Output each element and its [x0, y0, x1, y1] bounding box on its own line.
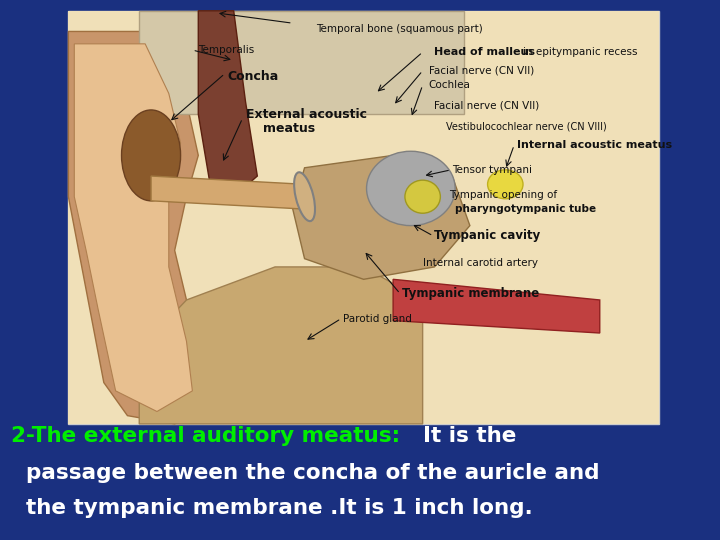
Text: pharyngotympanic tube: pharyngotympanic tube: [455, 204, 596, 214]
Text: Temporal bone (squamous part): Temporal bone (squamous part): [316, 24, 483, 35]
Text: External acoustic: External acoustic: [246, 107, 366, 120]
Ellipse shape: [294, 172, 315, 221]
PathPatch shape: [139, 267, 423, 424]
Text: in epitympanic recess: in epitympanic recess: [523, 47, 637, 57]
Ellipse shape: [366, 151, 455, 226]
Text: Facial nerve (CN VII): Facial nerve (CN VII): [434, 101, 540, 111]
Text: Parotid gland: Parotid gland: [343, 314, 412, 323]
Text: the tympanic membrane .It is 1 inch long.: the tympanic membrane .It is 1 inch long…: [11, 498, 533, 518]
Text: Facial nerve (CN VII): Facial nerve (CN VII): [428, 66, 534, 76]
PathPatch shape: [393, 279, 600, 333]
Text: Cochlea: Cochlea: [428, 80, 470, 90]
Text: Vestibulocochlear nerve (CN VIII): Vestibulocochlear nerve (CN VIII): [446, 122, 607, 131]
Text: 2-The external auditory meatus:: 2-The external auditory meatus:: [11, 426, 408, 446]
Text: meatus: meatus: [264, 122, 315, 135]
PathPatch shape: [151, 176, 305, 209]
Text: Tympanic cavity: Tympanic cavity: [434, 230, 541, 242]
Text: Concha: Concha: [228, 70, 279, 83]
Text: Head of malleus: Head of malleus: [434, 47, 536, 57]
Text: Temporalis: Temporalis: [198, 45, 255, 55]
Ellipse shape: [487, 170, 523, 199]
PathPatch shape: [293, 156, 470, 279]
Text: Tensor tympani: Tensor tympani: [452, 165, 532, 175]
Text: Tympanic opening of: Tympanic opening of: [449, 190, 557, 200]
Ellipse shape: [405, 180, 441, 213]
PathPatch shape: [74, 44, 192, 411]
Bar: [68, 11, 659, 424]
Text: It is the: It is the: [423, 426, 517, 446]
PathPatch shape: [198, 11, 257, 197]
Text: Tympanic membrane: Tympanic membrane: [402, 287, 539, 300]
Text: passage between the concha of the auricle and: passage between the concha of the auricl…: [11, 463, 599, 483]
Ellipse shape: [122, 110, 181, 201]
Bar: [68, 11, 659, 424]
Text: Internal carotid artery: Internal carotid artery: [423, 258, 538, 268]
Bar: [139, 11, 464, 114]
Text: Internal acoustic meatus: Internal acoustic meatus: [517, 140, 672, 150]
PathPatch shape: [68, 31, 216, 424]
